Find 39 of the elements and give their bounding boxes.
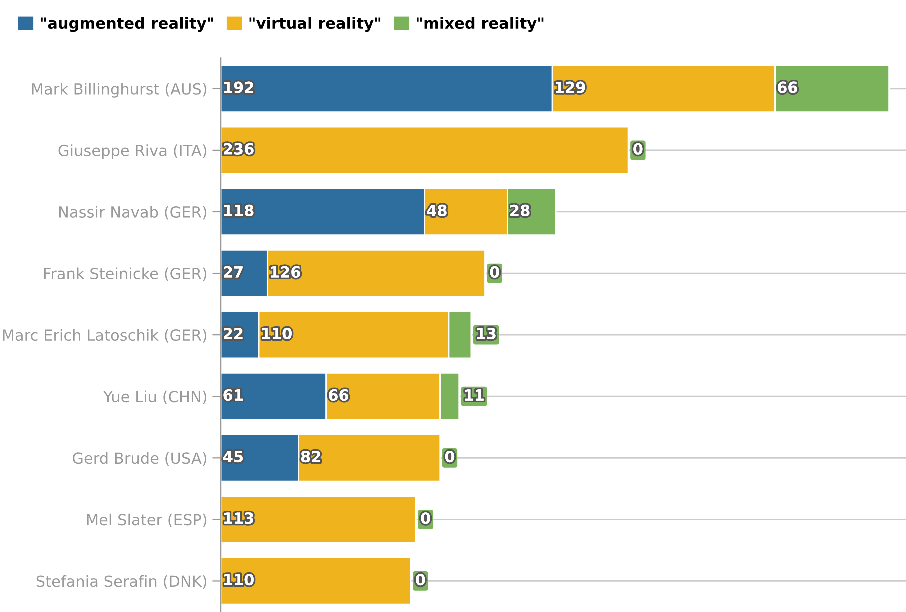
data-label: 0	[421, 512, 430, 524]
data-label: 192	[224, 82, 254, 94]
y-tick-label: Nassir Navab (GER)	[60, 206, 207, 220]
y-tick-label: Marc Erich Latoschik (GER)	[3, 329, 207, 343]
y-tick-label: Yue Liu (CHN)	[104, 390, 207, 404]
data-label: 118	[224, 204, 254, 216]
data-label: 0	[634, 143, 643, 155]
y-tick-label: Mel Slater (ESP)	[87, 514, 207, 528]
data-label: 66	[778, 82, 798, 94]
data-label: 110	[262, 328, 292, 340]
data-label: 28	[510, 204, 530, 216]
data-label: 0	[445, 451, 455, 463]
data-label: 22	[224, 328, 243, 340]
data-label: 126	[271, 266, 300, 278]
data-label: 66	[329, 390, 349, 402]
data-label: 13	[477, 328, 496, 340]
data-label: 110	[224, 574, 254, 586]
data-label: 48	[427, 204, 447, 216]
bar	[221, 126, 630, 175]
legend-label: "virtual reality"	[250, 17, 381, 32]
y-tick-label: Stefania Serafin (DNK)	[36, 575, 207, 590]
y-tick-label: Giuseppe Riva (ITA)	[58, 144, 207, 160]
data-label: 129	[556, 82, 586, 94]
data-label: 27	[224, 266, 243, 278]
data-label: 61	[224, 390, 243, 402]
legend-label: "mixed reality"	[417, 17, 544, 32]
y-tick-label: Gerd Brude (USA)	[72, 452, 207, 466]
bar	[221, 557, 412, 606]
data-label: 0	[490, 266, 500, 278]
data-label: 82	[301, 451, 320, 463]
data-label: 113	[224, 512, 254, 524]
data-label: 0	[416, 574, 426, 586]
data-label: 236	[224, 143, 254, 155]
legend-label: "augmented reality"	[41, 17, 214, 32]
data-label: 45	[223, 451, 243, 463]
y-tick-label: Mark Billinghurst (AUS)	[32, 83, 207, 98]
bar	[221, 496, 417, 544]
data-label: 11	[465, 390, 484, 401]
y-tick-label: Frank Steinicke (GER)	[44, 268, 207, 282]
